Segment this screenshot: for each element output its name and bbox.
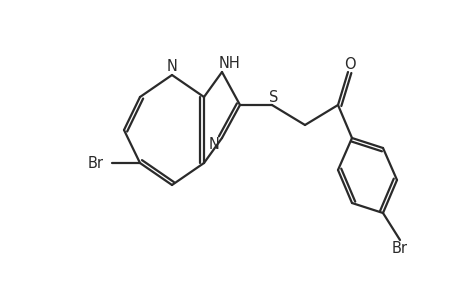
Text: N: N (208, 136, 219, 152)
Text: Br: Br (88, 155, 104, 170)
Text: Br: Br (391, 242, 407, 256)
Text: N: N (166, 58, 177, 74)
Text: O: O (343, 56, 355, 71)
Text: S: S (269, 89, 278, 104)
Text: NH: NH (218, 56, 241, 70)
